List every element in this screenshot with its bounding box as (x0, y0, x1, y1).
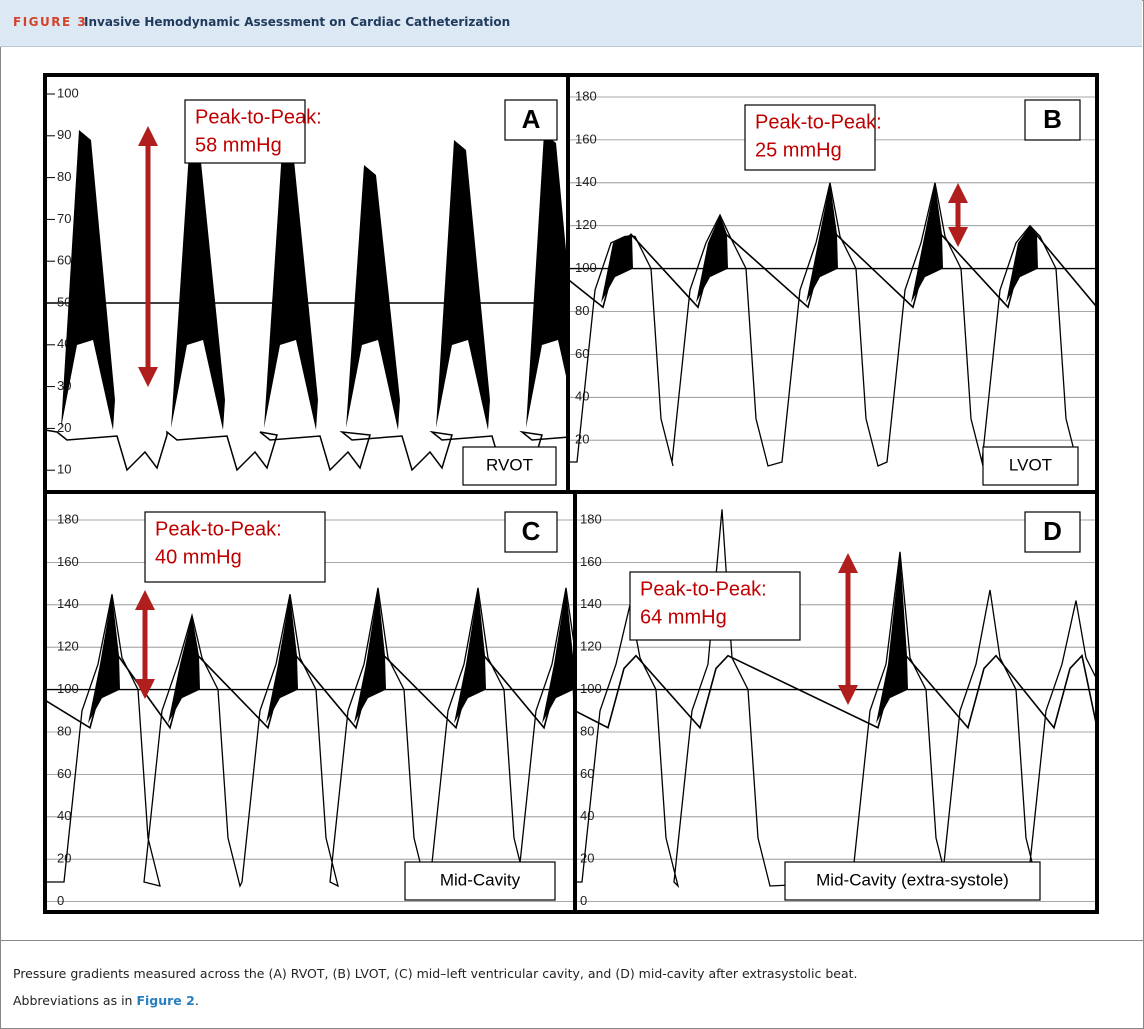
panel: 180 160 140 120 100 80 60 40 20 0 Peak-to-Peak: 40 … (45, 511, 614, 908)
site-label: Mid-Cavity (440, 870, 521, 889)
y-tick-label: 80 (575, 303, 589, 318)
figure-link[interactable]: Figure 2 (136, 993, 194, 1008)
panel-border (575, 492, 1097, 912)
waveform (45, 656, 575, 728)
y-tick-label: 120 (57, 639, 79, 654)
y-tick-label: 140 (57, 596, 79, 611)
caption-text: Abbreviations as in (13, 993, 136, 1008)
y-tick-label: 90 (57, 127, 71, 142)
y-tick-label: 180 (580, 511, 602, 526)
y-tick-label: 60 (57, 253, 71, 268)
y-tick-label: 20 (575, 432, 589, 447)
y-tick-label: 160 (575, 131, 597, 146)
y-tick-label: 60 (57, 766, 71, 781)
y-tick-label: 160 (57, 554, 79, 569)
y-tick-label: 80 (57, 723, 71, 738)
caption-text: . (195, 993, 199, 1008)
y-tick-label: 0 (57, 893, 64, 908)
annotation-text: 25 mmHg (755, 139, 842, 161)
y-tick-label: 40 (575, 389, 589, 404)
waveform-fill (346, 165, 400, 430)
y-tick-label: 100 (57, 85, 79, 100)
y-tick-label: 140 (580, 596, 602, 611)
y-tick-label: 120 (580, 639, 602, 654)
annotation-text: 40 mmHg (155, 546, 242, 568)
waveform-fill (436, 140, 490, 430)
y-tick-label: 70 (57, 211, 71, 226)
caption-divider (0, 940, 1144, 941)
y-tick-label: 20 (57, 851, 71, 866)
y-tick-label: 0 (580, 893, 587, 908)
panel-letter: D (1043, 516, 1062, 546)
y-tick-label: 10 (57, 462, 71, 477)
caption-text: Pressure gradients measured across the (… (13, 966, 858, 981)
y-tick-label: 180 (57, 511, 79, 526)
panel-letter: C (522, 516, 541, 546)
y-tick-label: 80 (57, 169, 71, 184)
annotation-text: 58 mmHg (195, 134, 282, 156)
site-label: Mid-Cavity (extra-systole) (816, 870, 1009, 889)
y-tick-label: 40 (57, 808, 71, 823)
panel-letter: A (522, 104, 541, 134)
panel-letter: B (1043, 104, 1062, 134)
panel: 180160140120100806040200Peak-to-Peak:64 … (575, 509, 1124, 908)
site-label: LVOT (1009, 455, 1052, 474)
panel: 100908070605040302010Peak-to-Peak:58 mmH… (45, 85, 632, 485)
waveform (575, 656, 1097, 728)
y-tick-label: 180 (575, 88, 597, 103)
y-tick-label: 20 (57, 420, 71, 435)
annotation-text: Peak-to-Peak: (195, 106, 322, 128)
y-tick-label: 100 (575, 260, 597, 275)
site-label: RVOT (486, 455, 533, 474)
y-tick-label: 140 (575, 174, 597, 189)
panel-border (45, 75, 568, 492)
waveform-fill (171, 152, 225, 430)
page: FIGURE 3 Invasive Hemodynamic Assessment… (0, 0, 1144, 1029)
y-tick-label: 80 (580, 723, 594, 738)
y-tick-label: 120 (575, 217, 597, 232)
waveform-fill (264, 150, 318, 430)
annotation-text: Peak-to-Peak: (755, 111, 882, 133)
y-tick-label: 100 (580, 681, 602, 696)
annotation-text: 64 mmHg (640, 606, 727, 628)
y-tick-label: 40 (580, 808, 594, 823)
y-tick-label: 20 (580, 851, 594, 866)
waveform (45, 588, 614, 886)
caption: Pressure gradients measured across the (… (13, 960, 858, 1014)
y-tick-label: 100 (57, 681, 79, 696)
annotation-text: Peak-to-Peak: (155, 518, 282, 540)
figure-image: 100908070605040302010Peak-to-Peak:58 mmH… (0, 0, 1144, 940)
y-tick-label: 160 (580, 554, 602, 569)
waveform-fill (876, 552, 908, 724)
annotation-text: Peak-to-Peak: (640, 578, 767, 600)
